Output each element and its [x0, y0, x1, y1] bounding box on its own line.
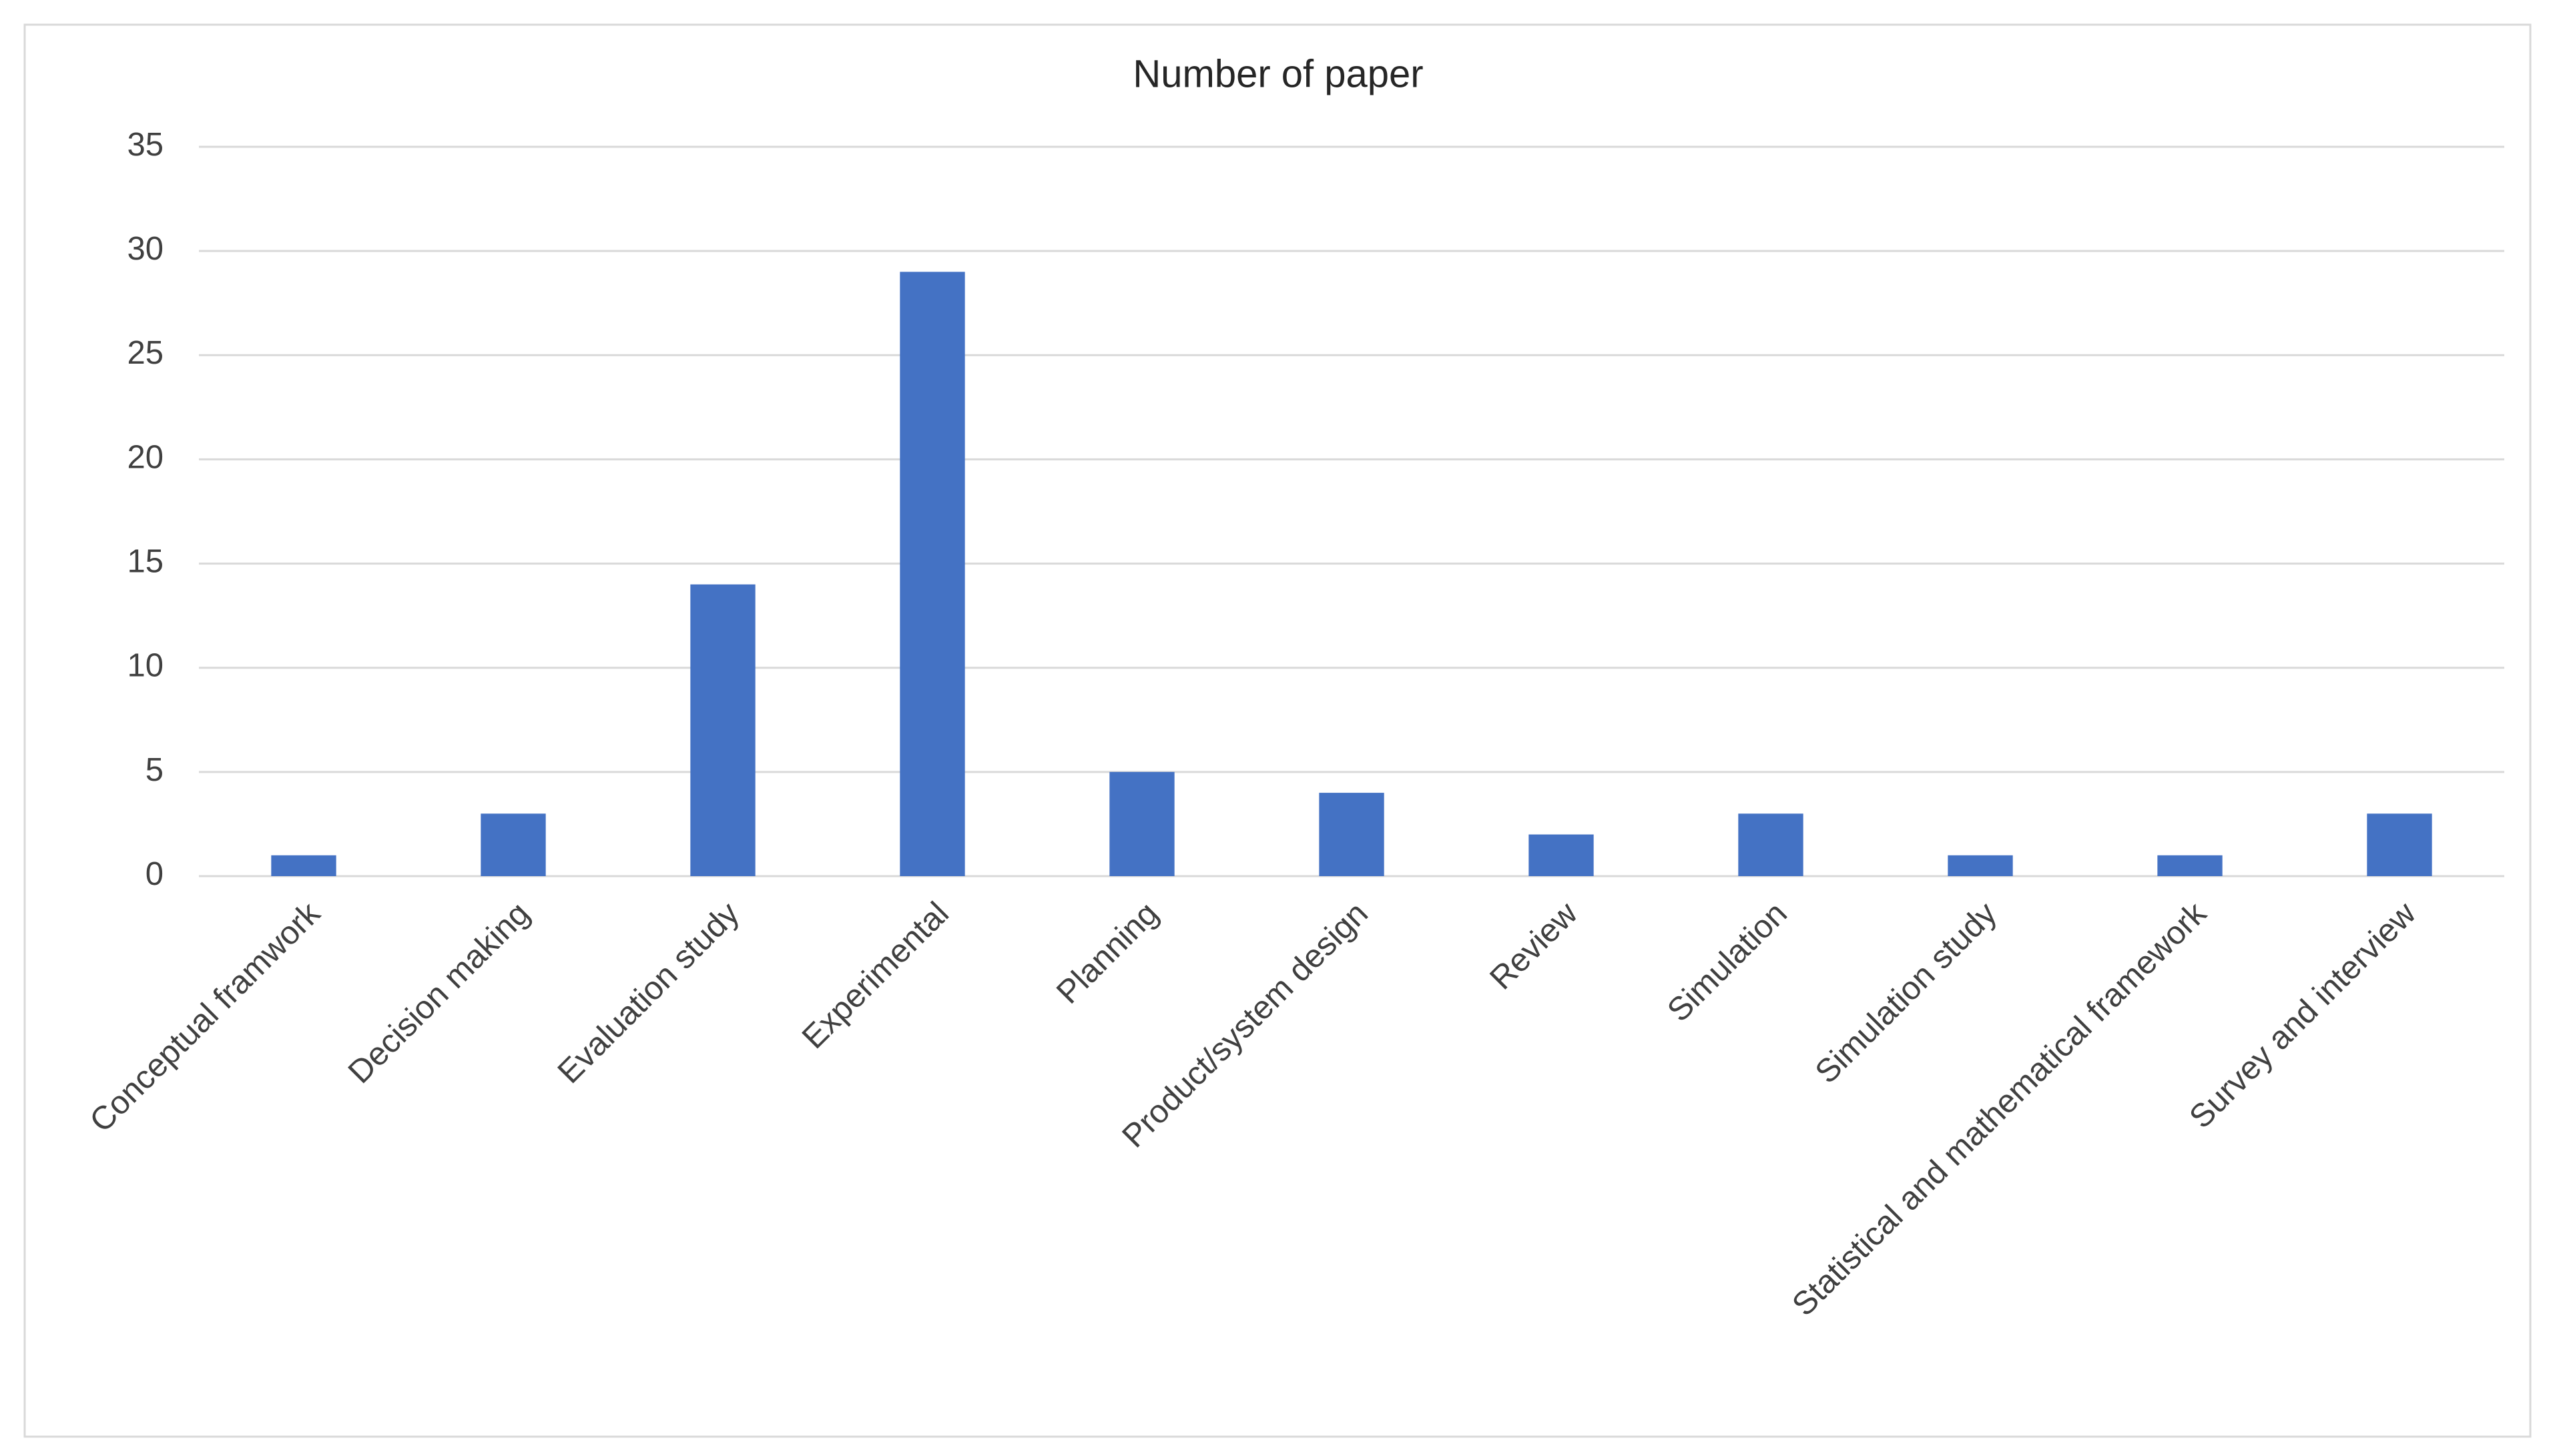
y-tick-label: 35	[127, 127, 164, 163]
bar	[481, 813, 546, 876]
bar	[2157, 855, 2223, 876]
bar	[1738, 813, 1803, 876]
y-tick-label: 10	[127, 648, 164, 684]
bar	[1948, 855, 2013, 876]
bar	[900, 272, 965, 876]
y-tick-label: 20	[127, 439, 164, 475]
chart-title: Number of paper	[1133, 52, 1423, 95]
y-tick-label: 0	[146, 856, 164, 892]
y-tick-label: 30	[127, 231, 164, 267]
bar	[1109, 771, 1175, 876]
bar	[690, 584, 756, 876]
y-tick-label: 15	[127, 544, 164, 580]
bar	[271, 855, 336, 876]
bar	[2367, 813, 2432, 876]
bar	[1528, 834, 1594, 876]
bar	[1319, 793, 1384, 876]
chart-border	[23, 23, 2532, 1438]
y-tick-label: 5	[146, 752, 164, 788]
y-tick-label: 25	[127, 335, 164, 371]
